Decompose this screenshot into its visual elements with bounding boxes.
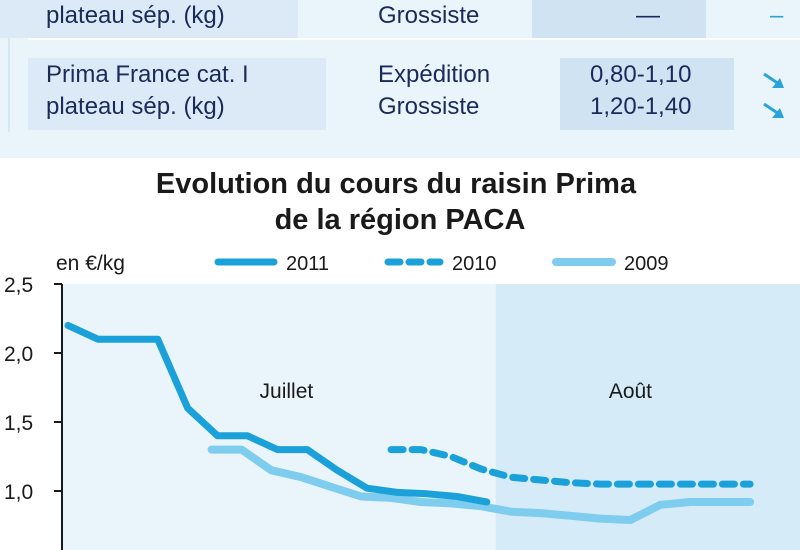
series-line-2010 [387,446,754,488]
row1-market-stage: Grossiste [378,2,480,29]
row2-product-name-line1: Prima France cat. I [46,61,249,88]
trend-arrows [763,72,784,118]
row1-name-cell-bg [0,0,298,38]
table-left-rule [8,0,10,132]
row2-name-cell-bg [28,58,326,130]
series-line-2009 [207,445,755,524]
y-tick-label: 1,5 [4,412,33,435]
legend-label-2011: 2011 [286,253,329,275]
legend-label-2009: 2009 [624,253,669,275]
row1-price: — [636,2,660,29]
row1-product-name: plateau sép. (kg) [46,2,225,29]
row2-product-name-line2: plateau sép. (kg) [46,93,225,120]
row2-price-line2: 1,20-1,40 [590,93,692,120]
row2-stage-line1: Expédition [378,61,491,88]
down-right-arrow-icon [763,102,784,118]
period-label-Août: Août [609,380,652,403]
row2-stage-line2: Grossiste [378,93,480,120]
row1-trend-dash: – [770,2,784,29]
y-tick-label: 2,5 [4,274,33,297]
y-tick-label: 2,0 [4,343,33,366]
legend-label-2010: 2010 [452,253,497,275]
down-right-arrow-icon [763,72,784,88]
row1-price-cell-bg [532,0,706,38]
y-unit-label: en €/kg [56,252,125,275]
row2-price-line1: 0,80-1,10 [590,61,692,88]
period-label-Juillet: Juillet [260,380,314,403]
series-line-2011 [64,321,491,506]
chart-title-line1: Evolution du cours du raisin Prima [155,168,637,200]
chart-title-line2: de la région PACA [274,204,526,236]
row-separator [28,38,800,40]
y-tick-label: 1,0 [4,481,33,504]
row2-price-cell-bg [560,58,734,130]
price-table-panel: plateau sép. (kg) Grossiste — – Prima Fr… [0,0,800,158]
